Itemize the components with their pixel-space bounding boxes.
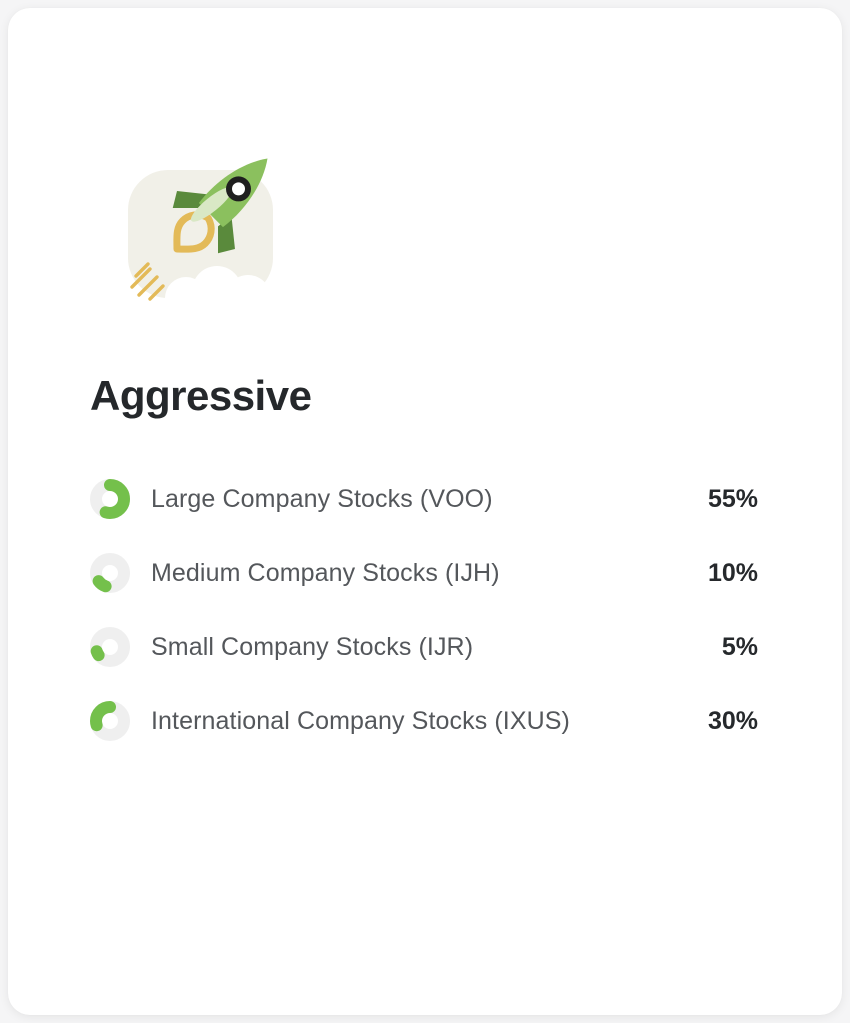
holding-row: Medium Company Stocks (IJH) 10% xyxy=(90,536,758,610)
holding-label: Medium Company Stocks (IJH) xyxy=(151,558,500,587)
holding-label: International Company Stocks (IXUS) xyxy=(151,706,570,735)
portfolio-title: Aggressive xyxy=(90,372,312,419)
speed-lines xyxy=(130,262,165,301)
window-inner xyxy=(232,182,246,196)
ring-segment xyxy=(90,627,130,667)
holding-row: International Company Stocks (IXUS) 30% xyxy=(90,684,758,758)
holding-value: 5% xyxy=(721,632,758,661)
holding-value: 30% xyxy=(707,706,758,735)
allocation-ring-icon xyxy=(90,553,130,593)
holding-value: 55% xyxy=(707,484,758,513)
holding-label: Small Company Stocks (IJR) xyxy=(151,632,474,661)
flame xyxy=(173,211,215,253)
smoke-cloud xyxy=(165,266,276,321)
holdings-list: Large Company Stocks (VOO) 55% Medium Co… xyxy=(90,462,758,758)
holding-row: Large Company Stocks (VOO) 55% xyxy=(90,462,758,536)
ring-segment xyxy=(90,479,130,519)
holding-row: Small Company Stocks (IJR) 5% xyxy=(90,610,758,684)
holding-label: Large Company Stocks (VOO) xyxy=(151,484,493,513)
allocation-ring-icon xyxy=(90,701,130,741)
allocation-ring-icon xyxy=(90,479,130,519)
allocation-ring-icon xyxy=(90,627,130,667)
ring-segment xyxy=(90,701,130,741)
holding-value: 10% xyxy=(707,558,758,587)
body-highlight xyxy=(190,187,233,222)
portfolio-card[interactable]: Aggressive Large Company Stocks (VOO) 55… xyxy=(8,8,842,1015)
ring-segment xyxy=(90,553,130,593)
rocket-icon xyxy=(122,158,282,321)
